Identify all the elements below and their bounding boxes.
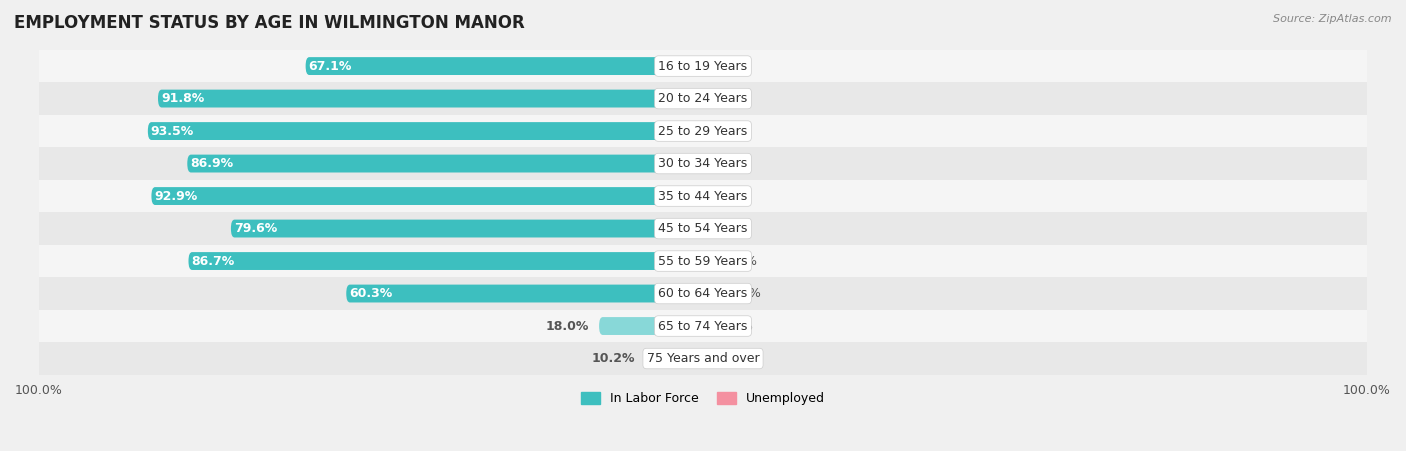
Text: 5.6%: 5.6% bbox=[721, 320, 752, 332]
FancyBboxPatch shape bbox=[187, 155, 699, 172]
FancyBboxPatch shape bbox=[704, 57, 710, 75]
Text: 60.3%: 60.3% bbox=[349, 287, 392, 300]
Text: 75 Years and over: 75 Years and over bbox=[647, 352, 759, 365]
FancyBboxPatch shape bbox=[704, 90, 710, 107]
FancyBboxPatch shape bbox=[188, 252, 699, 270]
FancyBboxPatch shape bbox=[703, 220, 710, 238]
Text: 9.7%: 9.7% bbox=[728, 287, 761, 300]
Text: 65 to 74 Years: 65 to 74 Years bbox=[658, 320, 748, 332]
Text: 10.2%: 10.2% bbox=[592, 352, 636, 365]
FancyBboxPatch shape bbox=[707, 317, 710, 335]
FancyBboxPatch shape bbox=[599, 317, 699, 335]
Text: 91.8%: 91.8% bbox=[162, 92, 204, 105]
FancyBboxPatch shape bbox=[305, 57, 699, 75]
FancyBboxPatch shape bbox=[157, 90, 699, 107]
Text: 60 to 64 Years: 60 to 64 Years bbox=[658, 287, 748, 300]
Bar bbox=[39, 342, 1367, 375]
Text: 93.5%: 93.5% bbox=[150, 124, 194, 138]
Text: 0.0%: 0.0% bbox=[710, 157, 741, 170]
Text: 4.6%: 4.6% bbox=[718, 92, 751, 105]
Text: 16 to 19 Years: 16 to 19 Years bbox=[658, 60, 748, 73]
FancyBboxPatch shape bbox=[707, 285, 718, 303]
FancyBboxPatch shape bbox=[707, 252, 714, 270]
Bar bbox=[39, 277, 1367, 310]
Bar bbox=[39, 83, 1367, 115]
Text: 4.5%: 4.5% bbox=[718, 60, 751, 73]
Bar bbox=[39, 180, 1367, 212]
Text: 67.1%: 67.1% bbox=[308, 60, 352, 73]
Text: 79.6%: 79.6% bbox=[233, 222, 277, 235]
Bar bbox=[39, 310, 1367, 342]
Legend: In Labor Force, Unemployed: In Labor Force, Unemployed bbox=[575, 386, 831, 412]
FancyBboxPatch shape bbox=[148, 122, 699, 140]
FancyBboxPatch shape bbox=[707, 350, 720, 368]
FancyBboxPatch shape bbox=[707, 155, 720, 172]
FancyBboxPatch shape bbox=[703, 187, 710, 205]
Text: Source: ZipAtlas.com: Source: ZipAtlas.com bbox=[1274, 14, 1392, 23]
FancyBboxPatch shape bbox=[346, 285, 699, 303]
Text: 25 to 29 Years: 25 to 29 Years bbox=[658, 124, 748, 138]
Text: 86.9%: 86.9% bbox=[190, 157, 233, 170]
Bar bbox=[39, 115, 1367, 147]
Text: 35 to 44 Years: 35 to 44 Years bbox=[658, 189, 748, 202]
Text: 7.5%: 7.5% bbox=[724, 254, 756, 267]
Text: 1.6%: 1.6% bbox=[713, 222, 745, 235]
Text: EMPLOYMENT STATUS BY AGE IN WILMINGTON MANOR: EMPLOYMENT STATUS BY AGE IN WILMINGTON M… bbox=[14, 14, 524, 32]
Text: 86.7%: 86.7% bbox=[191, 254, 235, 267]
Text: 2.8%: 2.8% bbox=[716, 189, 747, 202]
Text: 18.0%: 18.0% bbox=[546, 320, 589, 332]
FancyBboxPatch shape bbox=[704, 122, 710, 140]
Bar bbox=[39, 212, 1367, 245]
FancyBboxPatch shape bbox=[231, 220, 699, 238]
Text: 20 to 24 Years: 20 to 24 Years bbox=[658, 92, 748, 105]
Text: 45 to 54 Years: 45 to 54 Years bbox=[658, 222, 748, 235]
FancyBboxPatch shape bbox=[645, 350, 699, 368]
Text: 92.9%: 92.9% bbox=[155, 189, 198, 202]
Text: 30 to 34 Years: 30 to 34 Years bbox=[658, 157, 748, 170]
FancyBboxPatch shape bbox=[152, 187, 699, 205]
Text: 55 to 59 Years: 55 to 59 Years bbox=[658, 254, 748, 267]
Bar bbox=[39, 147, 1367, 180]
Text: 4.3%: 4.3% bbox=[718, 124, 749, 138]
Bar bbox=[39, 245, 1367, 277]
Bar bbox=[39, 50, 1367, 83]
Text: 0.0%: 0.0% bbox=[710, 352, 741, 365]
